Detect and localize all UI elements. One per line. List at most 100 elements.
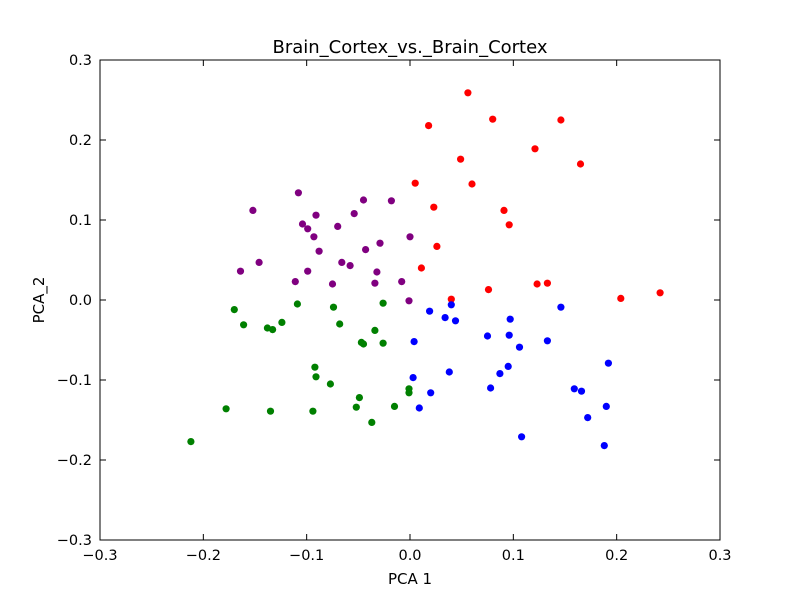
- plot-frame: [99, 59, 721, 541]
- data-point: [515, 343, 524, 351]
- data-point: [518, 433, 526, 441]
- data-point: [236, 267, 245, 275]
- chart-title: Brain_Cortex_vs._Brain_Cortex: [272, 37, 547, 58]
- data-point: [602, 402, 610, 410]
- data-point: [577, 387, 586, 395]
- data-point: [496, 370, 504, 378]
- data-point: [338, 258, 346, 266]
- data-point: [543, 337, 552, 345]
- data-point: [451, 317, 460, 325]
- data-point: [352, 403, 360, 411]
- data-point: [362, 246, 370, 254]
- x-tick-label: −0.3: [82, 548, 117, 564]
- data-point: [445, 368, 453, 376]
- data-point: [379, 339, 387, 347]
- data-point: [533, 280, 541, 288]
- x-tick-label: 0.0: [398, 548, 421, 564]
- data-point: [500, 206, 508, 214]
- data-point: [269, 326, 277, 334]
- data-point: [441, 314, 449, 322]
- data-point: [249, 206, 257, 214]
- y-tick-label: −0.1: [57, 373, 92, 389]
- data-point: [376, 239, 384, 247]
- data-point: [359, 196, 368, 204]
- data-point: [222, 405, 230, 413]
- data-point: [557, 116, 565, 124]
- data-point: [294, 189, 302, 197]
- data-point: [309, 407, 317, 415]
- data-point: [293, 300, 301, 308]
- y-tick-label: −0.2: [57, 453, 92, 469]
- data-point: [505, 221, 513, 229]
- data-point: [291, 278, 299, 286]
- data-point: [656, 289, 664, 297]
- data-point: [390, 402, 399, 410]
- data-point: [557, 303, 565, 311]
- y-tick-label: 0.2: [69, 133, 92, 149]
- data-point: [604, 359, 613, 367]
- data-point: [387, 197, 395, 205]
- data-point: [504, 362, 512, 370]
- data-point: [505, 331, 513, 339]
- data-point: [312, 373, 320, 381]
- data-point: [255, 258, 263, 266]
- data-point: [355, 394, 363, 402]
- data-point: [447, 295, 455, 303]
- data-point: [298, 220, 307, 228]
- data-point: [326, 380, 334, 388]
- data-point: [329, 303, 338, 311]
- data-point: [379, 299, 387, 307]
- data-point: [426, 307, 434, 315]
- y-axis-label: PCA_2: [30, 277, 49, 324]
- data-point: [417, 264, 425, 272]
- data-point: [543, 279, 552, 287]
- y-tick-label: 0.1: [69, 213, 92, 229]
- data-point: [410, 338, 418, 346]
- y-tick-label: 0.3: [69, 53, 92, 69]
- data-point: [304, 267, 312, 275]
- data-point: [311, 363, 319, 371]
- data-points: [187, 89, 664, 450]
- data-point: [425, 122, 433, 130]
- data-point: [489, 115, 497, 123]
- y-tick-label: −0.3: [57, 533, 92, 549]
- data-point: [483, 332, 492, 340]
- data-point: [487, 384, 495, 392]
- data-point: [405, 389, 413, 397]
- x-tick-label: 0.2: [605, 548, 628, 564]
- data-point: [433, 242, 441, 250]
- data-point: [373, 268, 381, 276]
- data-point: [334, 222, 342, 230]
- data-point: [427, 389, 435, 397]
- data-point: [584, 414, 592, 422]
- data-point: [359, 340, 368, 348]
- data-point: [468, 180, 476, 188]
- x-tick-label: −0.1: [289, 548, 324, 564]
- data-point: [430, 203, 438, 211]
- data-point: [240, 321, 248, 329]
- data-point: [411, 179, 419, 187]
- data-point: [484, 286, 493, 294]
- data-point: [600, 442, 608, 450]
- data-point: [312, 211, 320, 219]
- data-point: [350, 210, 358, 218]
- data-point: [398, 278, 406, 286]
- x-axis-label: PCA 1: [388, 570, 432, 588]
- data-point: [315, 247, 323, 255]
- data-point: [368, 418, 376, 426]
- data-point: [371, 279, 379, 287]
- data-point: [415, 404, 423, 412]
- data-point: [570, 385, 578, 393]
- data-point: [464, 89, 472, 97]
- data-point: [371, 326, 379, 334]
- data-point: [310, 233, 318, 241]
- data-point: [406, 233, 414, 241]
- data-point: [447, 301, 455, 309]
- data-point: [576, 160, 585, 168]
- data-point: [336, 320, 344, 328]
- x-tick-label: −0.2: [186, 548, 221, 564]
- data-point: [617, 294, 625, 302]
- y-tick-label: 0.0: [69, 293, 92, 309]
- data-point: [409, 374, 417, 382]
